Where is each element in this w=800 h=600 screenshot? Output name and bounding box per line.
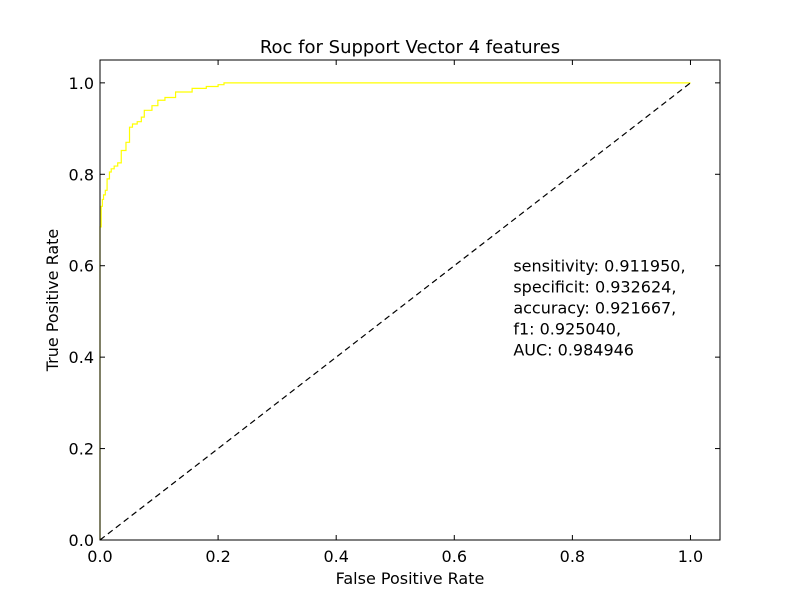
metric-line: accuracy: 0.921667,	[513, 299, 676, 318]
y-tick-label: 1.0	[69, 74, 94, 93]
series-layer	[99, 82, 691, 541]
y-tick-label: 0.8	[69, 165, 94, 184]
y-tick-label: 0.2	[69, 440, 94, 459]
y-axis: 0.0 0.2 0.4 0.6 0.8 1.0	[69, 74, 720, 550]
metric-line: AUC: 0.984946	[513, 341, 634, 360]
x-tick-label: 0.0	[87, 547, 112, 566]
metric-line: specificit: 0.932624,	[513, 278, 676, 297]
chance-diagonal-line	[99, 82, 691, 541]
x-tick-label: 0.2	[205, 547, 230, 566]
roc-curve-line	[99, 82, 691, 540]
metric-line: sensitivity: 0.911950,	[513, 257, 685, 276]
chart-title: Roc for Support Vector 4 features	[260, 37, 560, 58]
x-tick-label: 1.0	[678, 547, 703, 566]
y-tick-label: 0.4	[69, 348, 94, 367]
x-axis-label: False Positive Rate	[336, 569, 485, 588]
metrics-annotation: sensitivity: 0.911950, specificit: 0.9326…	[513, 257, 685, 360]
metric-line: f1: 0.925040,	[513, 320, 621, 339]
x-axis: 0.0 0.2 0.4 0.6 0.8 1.0	[87, 60, 703, 566]
x-tick-label: 0.8	[560, 547, 585, 566]
x-tick-label: 0.4	[323, 547, 348, 566]
plot-frame	[99, 59, 721, 541]
y-tick-label: 0.6	[69, 257, 94, 276]
y-axis-label: True Positive Rate	[43, 229, 62, 373]
x-tick-label: 0.6	[442, 547, 467, 566]
y-tick-label: 0.0	[69, 531, 94, 550]
